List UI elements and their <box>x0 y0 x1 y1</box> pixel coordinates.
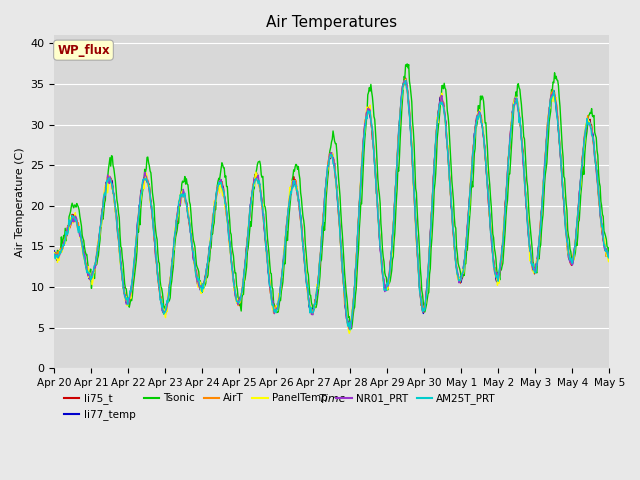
Legend: li75_t, li77_temp, Tsonic, AirT, PanelTemp, NR01_PRT, AM25T_PRT: li75_t, li77_temp, Tsonic, AirT, PanelTe… <box>60 389 500 425</box>
Text: WP_flux: WP_flux <box>57 44 110 57</box>
Y-axis label: Air Temperature (C): Air Temperature (C) <box>15 147 25 257</box>
Title: Air Temperatures: Air Temperatures <box>266 15 397 30</box>
X-axis label: Time: Time <box>318 394 346 404</box>
